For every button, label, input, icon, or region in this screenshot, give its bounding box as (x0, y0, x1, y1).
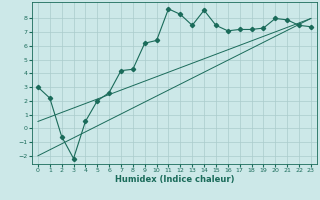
X-axis label: Humidex (Indice chaleur): Humidex (Indice chaleur) (115, 175, 234, 184)
